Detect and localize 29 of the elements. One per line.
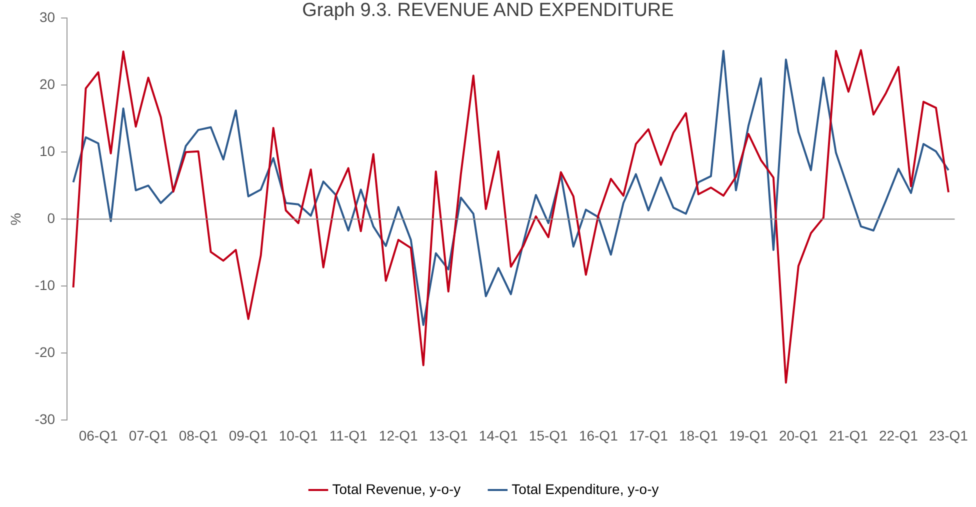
y-tick-label: -20 bbox=[34, 344, 56, 360]
x-tick-label: 23-Q1 bbox=[929, 427, 968, 444]
x-tick-label: 06-Q1 bbox=[78, 427, 118, 444]
x-tick-label: 19-Q1 bbox=[728, 427, 768, 444]
y-tick-label: 0 bbox=[47, 210, 56, 226]
chart-title: Graph 9.3. REVENUE AND EXPENDITURE bbox=[302, 0, 674, 21]
x-tick-label: 10-Q1 bbox=[278, 427, 318, 444]
y-tick-label: -10 bbox=[34, 276, 56, 293]
legend-label: Total Expenditure, y-o-y bbox=[512, 480, 659, 497]
x-tick-label: 18-Q1 bbox=[678, 427, 718, 444]
x-tick-label: 20-Q1 bbox=[778, 427, 818, 444]
x-tick-label: 21-Q1 bbox=[828, 427, 868, 444]
x-tick-label: 14-Q1 bbox=[478, 427, 518, 444]
x-tick-label: 17-Q1 bbox=[628, 427, 668, 444]
x-tick-label: 07-Q1 bbox=[128, 427, 168, 444]
x-tick-label: 08-Q1 bbox=[178, 427, 218, 444]
x-tick-label: 12-Q1 bbox=[378, 427, 418, 444]
legend-label: Total Revenue, y-o-y bbox=[332, 480, 461, 497]
x-tick-label: 16-Q1 bbox=[578, 427, 618, 444]
y-tick-label: 30 bbox=[39, 8, 56, 25]
x-tick-label: 22-Q1 bbox=[879, 427, 918, 444]
y-tick-label: 10 bbox=[39, 142, 56, 159]
y-axis-title: % bbox=[7, 212, 24, 226]
x-tick-label: 09-Q1 bbox=[228, 427, 268, 444]
y-tick-label: -30 bbox=[34, 411, 56, 428]
x-tick-label: 15-Q1 bbox=[528, 427, 568, 444]
y-tick-label: 20 bbox=[39, 76, 56, 92]
x-tick-label: 13-Q1 bbox=[428, 427, 468, 444]
x-tick-label: 11-Q1 bbox=[329, 427, 368, 444]
